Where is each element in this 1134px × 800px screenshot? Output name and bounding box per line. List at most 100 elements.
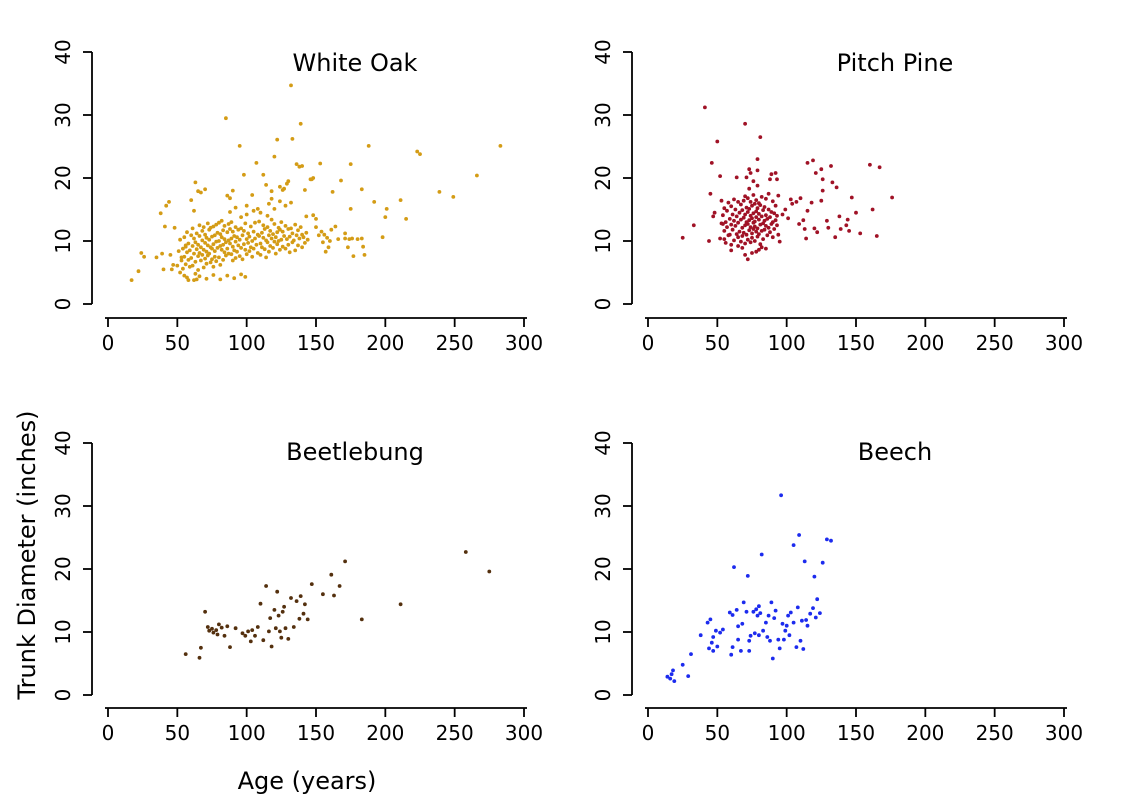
- data-point: [290, 137, 295, 141]
- data-point: [217, 239, 221, 243]
- data-point: [372, 200, 377, 204]
- data-point: [208, 260, 213, 265]
- data-point: [192, 236, 196, 241]
- data-point: [264, 255, 268, 260]
- data-point: [199, 645, 203, 650]
- x-tick-label: 0: [642, 331, 655, 355]
- data-point: [741, 600, 746, 605]
- x-tick-label: 300: [505, 721, 543, 745]
- data-point: [730, 227, 735, 232]
- x-tick-label: 0: [102, 331, 115, 355]
- data-point: [330, 190, 335, 194]
- data-point: [197, 251, 202, 255]
- data-point: [222, 224, 227, 228]
- data-point: [303, 602, 307, 607]
- data-point: [210, 257, 214, 262]
- data-point: [734, 232, 739, 237]
- data-point: [719, 221, 724, 226]
- data-point: [225, 273, 230, 278]
- data-point: [268, 616, 273, 620]
- data-point: [732, 565, 736, 569]
- data-point: [212, 249, 217, 254]
- data-point: [711, 214, 716, 219]
- data-point: [194, 247, 199, 252]
- data-point: [780, 212, 785, 217]
- data-point: [332, 593, 336, 598]
- data-point: [765, 635, 770, 639]
- data-point: [226, 238, 231, 243]
- data-point: [359, 617, 364, 622]
- data-point: [172, 225, 177, 230]
- data-point: [721, 627, 725, 632]
- data-point: [745, 257, 750, 262]
- data-point: [669, 672, 674, 677]
- data-point: [748, 171, 753, 175]
- data-point: [782, 637, 786, 642]
- data-point: [212, 254, 217, 259]
- data-point: [737, 229, 742, 234]
- data-point: [745, 222, 750, 226]
- data-point: [285, 237, 289, 242]
- data-point: [293, 248, 298, 253]
- x-axis: 0 50 100 150 200 250 300: [102, 707, 543, 745]
- data-point: [239, 215, 244, 220]
- data-point: [304, 230, 309, 235]
- data-point: [303, 188, 307, 192]
- data-point: [802, 559, 807, 564]
- data-point: [193, 240, 198, 245]
- data-point: [748, 240, 753, 245]
- data-point: [740, 208, 745, 213]
- data-point: [199, 245, 203, 250]
- data-point: [224, 253, 228, 258]
- data-point: [755, 226, 760, 231]
- data-point: [813, 615, 818, 620]
- x-tick-label: 50: [165, 721, 190, 745]
- data-point: [745, 237, 750, 242]
- data-point: [289, 200, 293, 205]
- x-axis: 0 50 100 150 200 250 300: [102, 317, 543, 355]
- data-point: [797, 533, 801, 537]
- data-point: [136, 269, 141, 274]
- data-point: [826, 225, 831, 230]
- data-point: [200, 229, 205, 233]
- data-point: [366, 144, 371, 148]
- x-axis: 0 50 100 150 200 250 300: [642, 707, 1083, 745]
- data-point: [451, 195, 456, 199]
- y-tick-label: 0: [591, 298, 615, 311]
- data-point: [709, 161, 714, 165]
- data-point: [203, 241, 208, 245]
- data-point: [253, 220, 257, 225]
- data-point: [262, 227, 267, 231]
- data-point: [777, 646, 782, 651]
- data-point: [190, 244, 195, 248]
- data-point: [727, 232, 732, 237]
- x-tick-label: 300: [1045, 721, 1083, 745]
- data-point: [747, 207, 752, 211]
- data-point: [261, 172, 266, 177]
- data-point: [348, 162, 353, 167]
- data-point: [672, 679, 677, 683]
- data-point: [207, 628, 212, 633]
- data-point: [297, 236, 302, 241]
- data-point: [718, 174, 722, 179]
- data-point: [319, 229, 324, 234]
- data-point: [303, 241, 307, 245]
- data-point: [230, 244, 235, 249]
- data-point: [301, 235, 306, 240]
- data-point: [819, 198, 824, 203]
- data-point: [204, 235, 209, 240]
- data-point: [730, 645, 735, 649]
- data-point: [314, 217, 318, 221]
- data-point: [777, 239, 782, 244]
- data-point: [383, 215, 388, 220]
- data-point: [732, 218, 736, 223]
- data-point: [326, 245, 331, 250]
- data-point: [265, 225, 270, 230]
- data-point: [329, 227, 334, 232]
- data-point: [718, 630, 722, 635]
- data-point: [801, 647, 806, 651]
- data-point: [185, 250, 189, 255]
- data-point: [217, 622, 221, 627]
- data-point: [228, 227, 232, 231]
- data-point: [197, 655, 202, 660]
